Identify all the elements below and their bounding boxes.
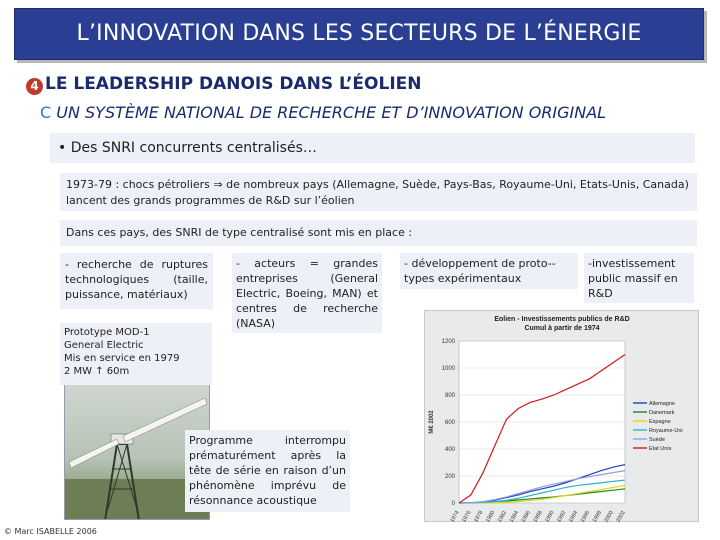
prototype-caption-box: Prototype MOD-1 General Electric Mis en …: [60, 323, 212, 385]
series-line-royaume-uni: [458, 479, 626, 504]
x-tick-label: 1986: [521, 510, 532, 523]
public-investment-box: -investissement public massif en R&D: [584, 253, 694, 303]
number-bullet-icon: 4: [26, 78, 43, 95]
legend-entry: Etat Unis: [649, 446, 672, 452]
y-tick-label: 1000: [442, 366, 456, 372]
legend-entry: Royaume-Uni: [649, 428, 683, 434]
chart-title: Eolien - Investissements publics de R&D: [494, 316, 629, 323]
legend-entry: Suède: [649, 437, 665, 443]
y-axis-label: M€ 2002: [429, 410, 435, 434]
x-tick-label: 1988: [532, 510, 543, 523]
series-line-espagne: [459, 484, 626, 504]
x-tick-label: 1990: [544, 510, 555, 523]
subsection-letter: C: [40, 103, 52, 122]
y-tick-label: 400: [445, 447, 456, 453]
section-heading: 4 LE LEADERSHIP DANOIS DANS L’ÉOLIEN: [26, 74, 422, 95]
y-tick-label: 0: [452, 501, 456, 507]
x-tick-label: 1974: [449, 510, 460, 523]
y-tick-label: 1200: [442, 339, 456, 345]
x-tick-label: 1982: [497, 510, 508, 523]
actors-box: - acteurs = grandes entreprises (General…: [232, 253, 382, 333]
chart-subtitle: Cumul à partir de 1974: [524, 325, 599, 332]
prototype-caption-line: General Electric: [64, 340, 144, 351]
y-tick-label: 600: [445, 420, 456, 426]
rd-investment-chart: Eolien - Investissements publics de R&D C…: [424, 310, 699, 523]
x-tick-label: 1998: [592, 510, 603, 523]
legend-entry: Espagne: [649, 419, 671, 425]
legend-entry: Danemark: [649, 410, 675, 416]
title-bar: L’INNOVATION DANS LES SECTEURS DE L’ÉNER…: [14, 8, 704, 60]
prototypes-box: - développement de proto--types expérime…: [400, 253, 578, 289]
x-tick-label: 1980: [485, 510, 496, 523]
legend-entry: Allemagne: [649, 401, 675, 407]
section-heading-text: LE LEADERSHIP DANOIS DANS L’ÉOLIEN: [45, 74, 422, 94]
prototype-caption-line: Prototype MOD-1: [64, 327, 150, 338]
x-tick-label: 2002: [615, 510, 626, 523]
subsection-heading: C UN SYSTÈME NATIONAL DE RECHERCHE ET D’…: [40, 103, 606, 122]
copyright-notice: © Marc ISABELLE 2006: [4, 527, 97, 536]
centralized-snri-box: Dans ces pays, des SNRI de type centrali…: [60, 220, 697, 246]
snri-bullet-box: • Des SNRI concurrents centralisés…: [50, 133, 695, 163]
slide-title: L’INNOVATION DANS LES SECTEURS DE L’ÉNER…: [76, 21, 642, 46]
y-tick-label: 200: [445, 474, 456, 480]
x-tick-label: 1984: [509, 510, 520, 523]
series-line-su-de: [458, 470, 626, 504]
x-tick-label: 1996: [580, 510, 591, 523]
programme-interrupted-box: Programme interrompu prématurément après…: [185, 430, 350, 512]
x-tick-label: 1978: [473, 510, 484, 523]
x-tick-label: 1992: [556, 510, 567, 523]
subsection-heading-text: UN SYSTÈME NATIONAL DE RECHERCHE ET D’IN…: [51, 103, 607, 122]
x-tick-label: 1976: [461, 510, 472, 523]
research-ruptures-box: - recherche de ruptures technologiques (…: [60, 253, 213, 309]
x-tick-label: 1994: [568, 510, 579, 523]
x-tick-label: 2000: [604, 510, 615, 523]
prototype-caption-line: Mis en service en 1979: [64, 353, 180, 364]
series-line-etat-unis: [458, 354, 626, 504]
y-tick-label: 800: [445, 393, 456, 399]
prototype-caption-line: 2 MW ↑ 60m: [64, 366, 130, 377]
chart-svg: Eolien - Investissements publics de R&D C…: [429, 316, 683, 523]
oil-shock-context-box: 1973-79 : chocs pétroliers ⇒ de nombreux…: [60, 173, 697, 211]
